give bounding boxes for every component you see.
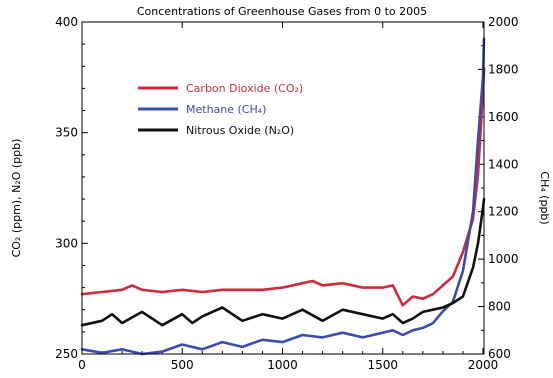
x-tick-label: 1000 bbox=[267, 358, 298, 372]
right-y-tick-label: 1800 bbox=[488, 62, 519, 76]
x-tick-label: 2000 bbox=[468, 358, 499, 372]
right-y-tick-label: 1400 bbox=[488, 157, 519, 171]
right-y-tick-label: 800 bbox=[488, 300, 511, 314]
left-y-axis-label: CO₂ (ppm), N₂O (ppb) bbox=[10, 139, 23, 258]
plot-frame bbox=[81, 21, 485, 355]
left-y-tick-label: 250 bbox=[55, 347, 78, 361]
series-line-1 bbox=[80, 67, 486, 307]
x-tick-label: 0 bbox=[78, 358, 86, 372]
right-y-tick-label: 2000 bbox=[488, 15, 519, 29]
right-y-tick-label: 1200 bbox=[488, 205, 519, 219]
left-y-axis-ticks: 250 300 350 400 bbox=[55, 15, 88, 361]
right-y-tick-label: 1000 bbox=[488, 252, 519, 266]
left-y-tick-label: 300 bbox=[55, 236, 78, 250]
series-line-3 bbox=[80, 197, 486, 327]
x-tick-label: 1500 bbox=[367, 358, 398, 372]
right-y-tick-label: 1600 bbox=[488, 110, 519, 124]
series-lines bbox=[80, 37, 486, 356]
left-y-tick-label: 400 bbox=[55, 15, 78, 29]
legend-label: Nitrous Oxide (N₂O) bbox=[186, 124, 294, 137]
right-y-axis-ticks: 600 800 1000 1200 1400 1600 1800 2000 bbox=[478, 15, 519, 361]
left-y-tick-label: 350 bbox=[55, 126, 78, 140]
chart-title: Concentrations of Greenhouse Gases from … bbox=[137, 5, 427, 18]
right-y-tick-label: 600 bbox=[488, 347, 511, 361]
legend-label: Methane (CH₄) bbox=[186, 103, 266, 116]
series-line-2 bbox=[80, 37, 486, 356]
legend-label: Carbon Dioxide (CO₂) bbox=[186, 82, 303, 95]
x-axis-ticks: 0 500 1000 1500 2000 bbox=[78, 22, 498, 372]
legend: Carbon Dioxide (CO₂) Methane (CH₄) Nitrous… bbox=[138, 82, 303, 137]
x-tick-label: 500 bbox=[171, 358, 194, 372]
right-y-axis-label: CH₄ (ppb) bbox=[538, 171, 551, 224]
